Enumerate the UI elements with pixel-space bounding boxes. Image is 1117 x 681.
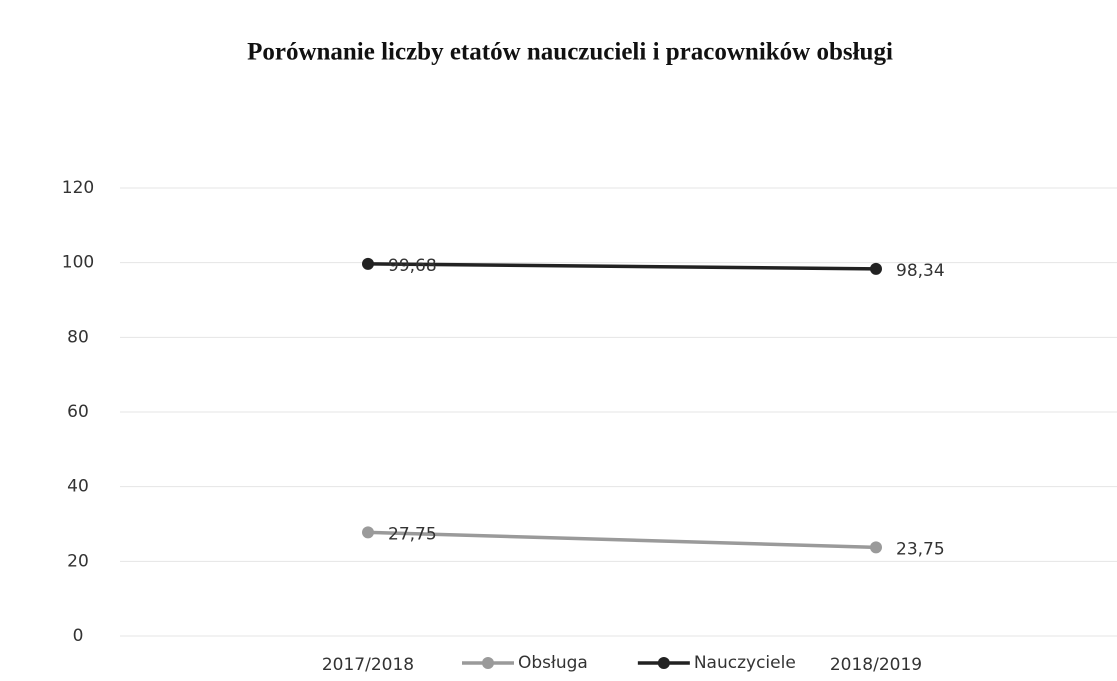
legend-label: Nauczyciele xyxy=(694,653,796,673)
legend-marker xyxy=(657,657,670,669)
data-label: 98,34 xyxy=(896,261,945,281)
legend-marker xyxy=(482,657,494,669)
point xyxy=(870,262,882,275)
x-tick-label: 2018/2019 xyxy=(830,655,922,675)
data-label: 27,75 xyxy=(388,524,437,544)
y-tick-label: 120 xyxy=(62,178,94,198)
y-tick-label: 60 xyxy=(67,402,89,422)
legend-label: Obsługa xyxy=(518,653,588,673)
y-tick-label: 0 xyxy=(73,626,84,646)
series-line xyxy=(367,262,877,271)
series-line xyxy=(367,530,877,550)
y-tick-label: 80 xyxy=(67,327,89,347)
point xyxy=(362,257,374,270)
data-label: 23,75 xyxy=(896,539,945,559)
y-tick-label: 40 xyxy=(67,477,89,497)
point xyxy=(870,541,882,554)
point xyxy=(362,526,374,539)
y-tick-label: 20 xyxy=(67,551,89,571)
data-label: 99,68 xyxy=(388,256,437,276)
y-tick-label: 100 xyxy=(62,253,94,273)
chart-title: Porównanie liczby etatów nauczucieli i p… xyxy=(247,39,893,66)
x-tick-label: 2017/2018 xyxy=(322,655,414,675)
